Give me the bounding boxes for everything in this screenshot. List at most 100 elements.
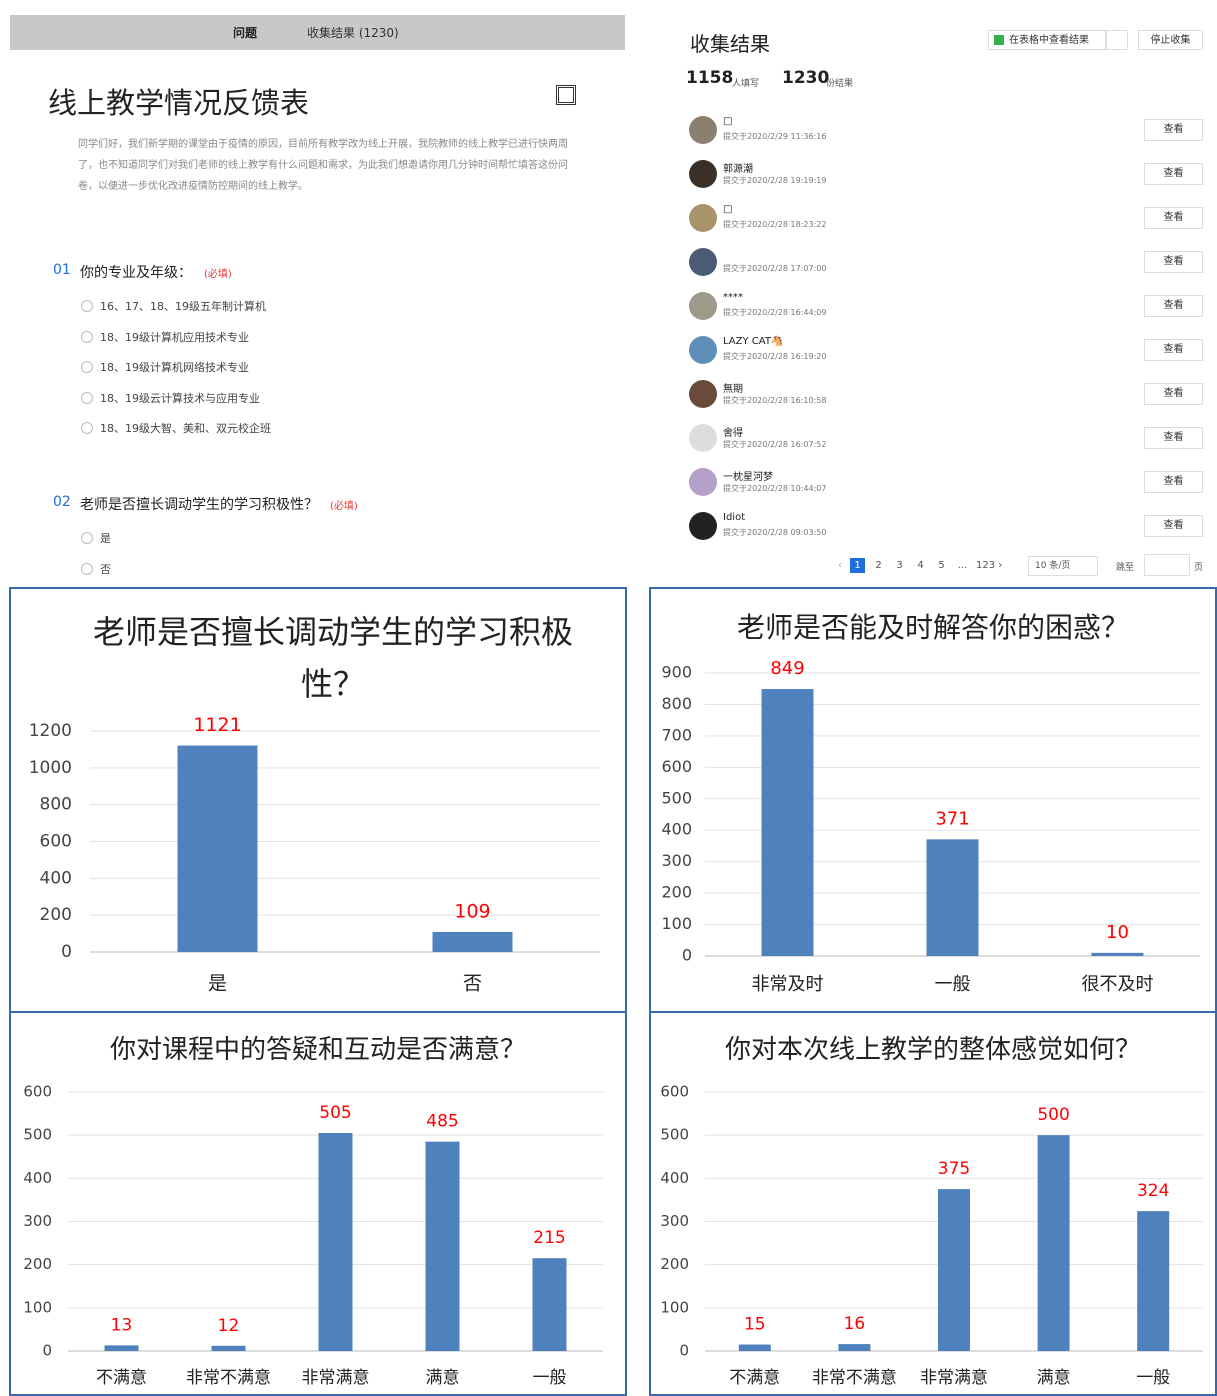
view-button[interactable]: 查看 (1144, 163, 1203, 185)
value-label: 12 (218, 1316, 240, 1336)
x-tick-label: 非常不满意 (186, 1368, 271, 1388)
x-tick-label: 不满意 (729, 1368, 780, 1388)
sheet-button[interactable]: 在表格中查看结果 (988, 30, 1106, 50)
x-tick-label: 一般 (1136, 1368, 1170, 1388)
y-tick-label: 300 (660, 1212, 689, 1230)
view-button[interactable]: 查看 (1144, 383, 1203, 405)
submit-time: 提交于2020/2/28 16:44:09 (723, 307, 827, 318)
y-tick-label: 600 (40, 832, 72, 852)
tab[interactable]: 收集结果 (1230) (307, 24, 399, 41)
page-link[interactable]: 5 (934, 558, 949, 573)
value-label: 15 (744, 1315, 766, 1335)
option-label[interactable]: 18、19级云计算技术与应用专业 (100, 390, 260, 406)
y-tick-label: 300 (23, 1212, 52, 1230)
page-link[interactable]: 2 (871, 558, 886, 573)
y-tick-label: 600 (660, 1083, 689, 1101)
respondent-name: □ (723, 116, 732, 127)
submit-time: 提交于2020/2/28 10:44:07 (723, 483, 827, 494)
view-button[interactable]: 查看 (1144, 295, 1203, 317)
view-button[interactable]: 查看 (1144, 471, 1203, 493)
page-link[interactable]: 123 › (976, 558, 1002, 573)
page-link[interactable]: 3 (892, 558, 907, 573)
view-button[interactable]: 查看 (1144, 339, 1203, 361)
y-tick-label: 200 (660, 1255, 689, 1273)
radio[interactable] (81, 331, 93, 343)
page-size[interactable]: 10 条/页 (1028, 556, 1098, 576)
option-label[interactable]: 18、19级计算机网络技术专业 (100, 359, 249, 375)
option-label[interactable]: 18、19级大智、美和、双元校企班 (100, 420, 271, 436)
page-link[interactable]: ... (955, 558, 970, 573)
question-text: 你的专业及年级： (80, 262, 192, 282)
y-tick-label: 100 (661, 914, 692, 933)
submit-time: 提交于2020/2/28 16:19:20 (723, 351, 827, 362)
option-label[interactable]: 否 (100, 561, 111, 577)
y-tick-label: 800 (40, 795, 72, 815)
value-label: 324 (1137, 1181, 1169, 1201)
option-label[interactable]: 是 (100, 530, 111, 546)
bar (1092, 953, 1144, 956)
x-tick-label: 很不及时 (1082, 974, 1154, 995)
chart-title: 老师是否能及时解答你的困惑？ (650, 610, 1216, 646)
bar (1038, 1135, 1070, 1351)
x-tick-label: 非常满意 (920, 1368, 988, 1388)
bar (838, 1344, 870, 1351)
view-button[interactable]: 查看 (1144, 515, 1203, 537)
y-tick-label: 500 (661, 788, 692, 807)
y-tick-label: 600 (661, 757, 692, 776)
view-button[interactable]: 查看 (1144, 119, 1203, 141)
qr-icon[interactable] (556, 85, 576, 105)
respondent-name: **** (723, 292, 743, 303)
value-label: 109 (454, 900, 490, 922)
avatar (689, 424, 717, 452)
chart-title: 你对课程中的答疑和互动是否满意？ (10, 1032, 626, 1068)
y-tick-label: 200 (40, 905, 72, 925)
jump-input[interactable] (1144, 554, 1190, 576)
avatar (689, 204, 717, 232)
intro: 同学们好，我们新学期的课堂由于疫情的原因，目前所有教学改为线上开展，我院教师的线… (78, 134, 584, 197)
value-label: 500 (1037, 1105, 1069, 1125)
submit-time: 提交于2020/2/28 09:03:50 (723, 527, 827, 538)
submit-time: 提交于2020/2/28 17:07:00 (723, 263, 827, 274)
option-label[interactable]: 18、19级计算机应用技术专业 (100, 329, 249, 345)
page-link[interactable]: 4 (913, 558, 928, 573)
y-tick-label: 300 (661, 851, 692, 870)
y-tick-label: 1000 (29, 758, 72, 778)
respondent-name: 無期 (723, 380, 743, 395)
view-button[interactable]: 查看 (1144, 251, 1203, 273)
view-button[interactable]: 查看 (1144, 427, 1203, 449)
x-tick-label: 一般 (935, 974, 971, 995)
radio[interactable] (81, 300, 93, 312)
x-tick-label: 满意 (1037, 1368, 1071, 1388)
y-tick-label: 0 (61, 942, 72, 962)
y-tick-label: 400 (23, 1169, 52, 1187)
radio[interactable] (81, 532, 93, 544)
y-tick-label: 800 (661, 694, 692, 713)
page-link[interactable]: 1 (850, 558, 865, 573)
radio[interactable] (81, 361, 93, 373)
value-label: 371 (935, 808, 969, 829)
value-label: 485 (426, 1112, 458, 1132)
avatar (689, 380, 717, 408)
radio[interactable] (81, 422, 93, 434)
radio[interactable] (81, 563, 93, 575)
value-label: 13 (111, 1315, 133, 1335)
dropdown[interactable] (1106, 30, 1128, 50)
value-label: 10 (1106, 922, 1129, 943)
bar (433, 932, 513, 952)
tab[interactable]: 问题 (233, 24, 257, 41)
submit-time: 提交于2020/2/29 11:36:16 (723, 131, 827, 142)
stop-button[interactable]: 停止收集 (1138, 30, 1203, 50)
respondents: 1158 (686, 68, 733, 88)
avatar (689, 160, 717, 188)
question-number: 01 (53, 262, 71, 278)
form-title: 线上教学情况反馈表 (48, 80, 309, 122)
value-label: 375 (938, 1159, 970, 1179)
bar (927, 839, 979, 956)
results-title: 收集结果 (690, 28, 770, 57)
view-button[interactable]: 查看 (1144, 207, 1203, 229)
avatar (689, 116, 717, 144)
option-label[interactable]: 16、17、18、19级五年制计算机 (100, 298, 266, 314)
y-tick-label: 600 (23, 1083, 52, 1101)
radio[interactable] (81, 392, 93, 404)
chart-border (650, 1012, 1216, 1395)
